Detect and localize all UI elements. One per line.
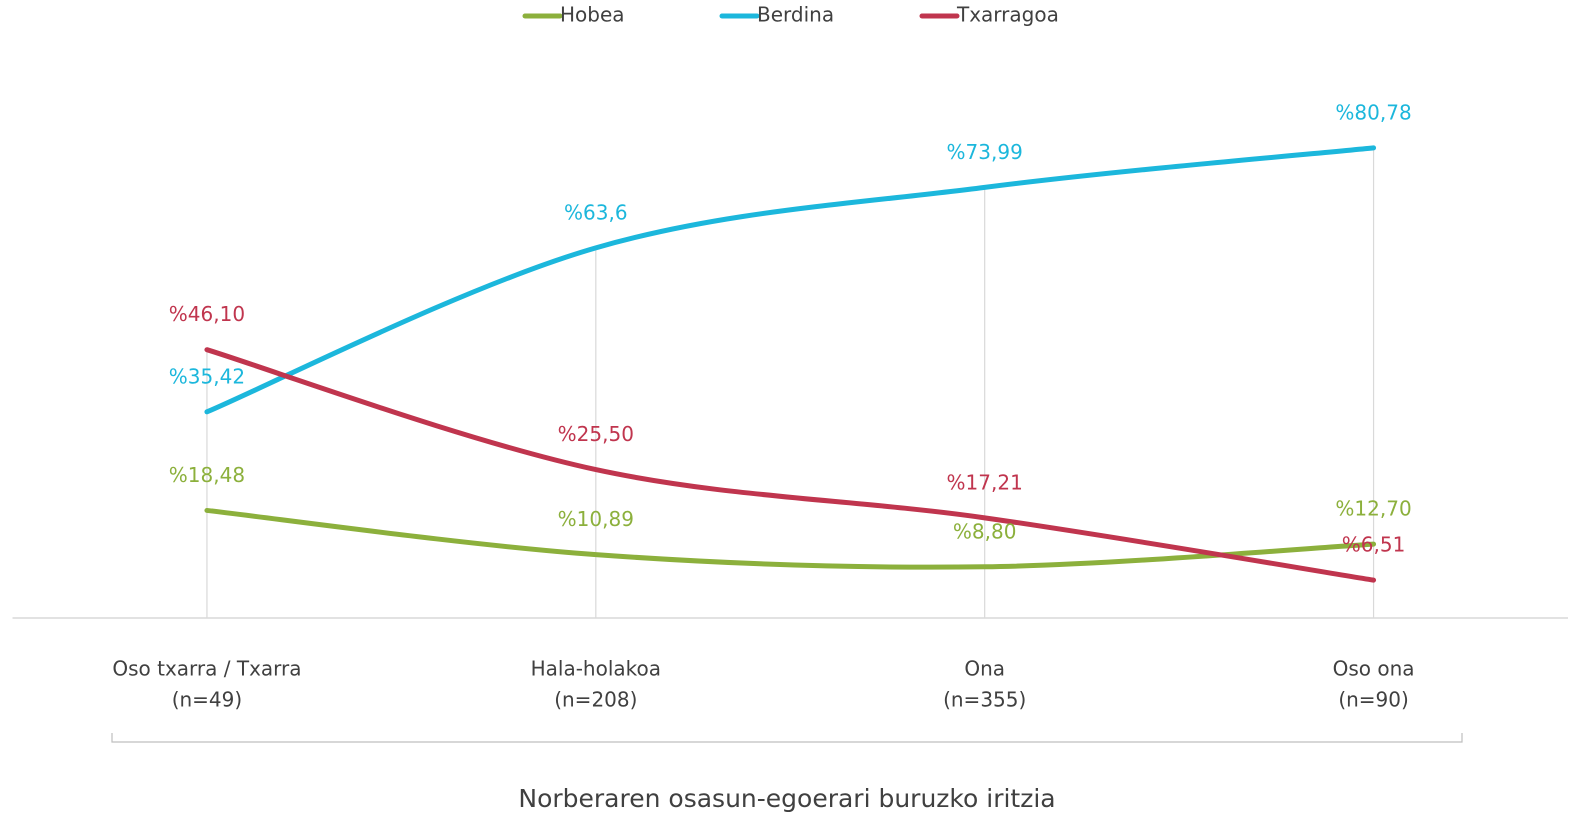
legend-label: Berdina [757,3,834,27]
data-label: %8,80 [953,519,1017,543]
x-tick-label: (n=208) [554,688,637,712]
x-tick-label: (n=355) [943,688,1026,712]
x-tick-label: Ona [964,657,1005,681]
category-bracket [111,733,1463,743]
data-label: %17,21 [947,470,1023,494]
x-tick-label: (n=49) [172,688,243,712]
x-tick-label: (n=90) [1338,688,1409,712]
x-axis-label: Norberaren osasun-egoerari buruzko iritz… [518,784,1055,813]
data-label: %25,50 [558,422,634,446]
data-label: %18,48 [169,463,245,487]
data-label: %46,10 [169,302,245,326]
x-tick-label: Oso ona [1333,657,1415,681]
x-tick-label: Oso txarra / Txarra [112,657,301,681]
data-label: %35,42 [169,364,245,388]
line-series [204,347,1377,583]
line-series [204,507,1377,570]
legend-label: Hobea [560,3,625,27]
data-label: %63,6 [564,200,628,224]
line-series [204,145,1377,415]
data-label: %80,78 [1335,100,1411,124]
x-tick-label: Hala-holakoa [531,657,661,681]
data-label: %10,89 [558,507,634,531]
data-label: %6,51 [1342,533,1406,557]
legend-label: Txarragoa [956,3,1059,27]
data-label: %12,70 [1335,497,1411,521]
data-label: %73,99 [947,140,1023,164]
